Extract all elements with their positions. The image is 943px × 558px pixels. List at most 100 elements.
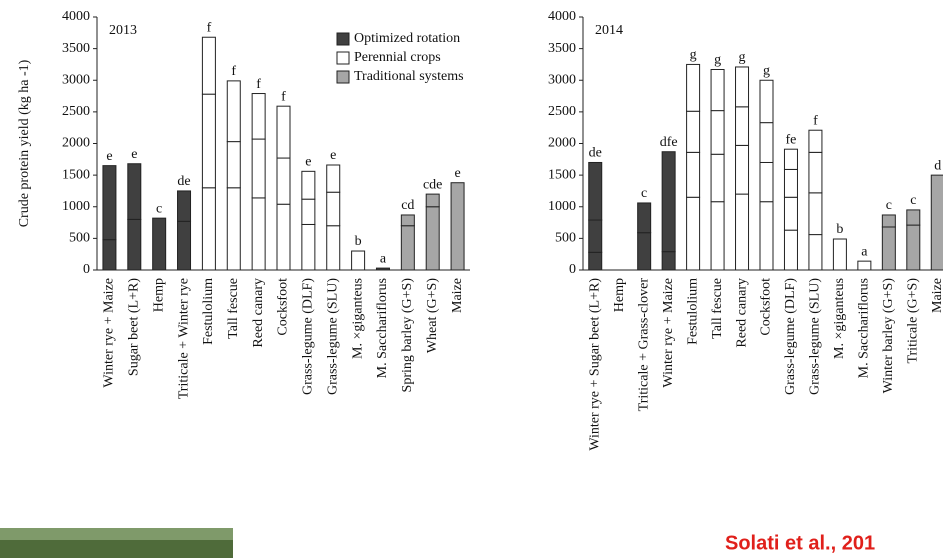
x-tick-label: Festulolium <box>201 278 216 345</box>
bar-segment <box>784 169 797 197</box>
significance-label: e <box>330 148 336 163</box>
y-tick-label: 1000 <box>62 199 90 214</box>
bar-segment <box>784 149 797 169</box>
significance-label: g <box>763 63 770 78</box>
x-tick-label: Tall fescue <box>710 278 725 339</box>
y-tick-label: 2500 <box>62 104 90 119</box>
significance-label: e <box>106 149 112 164</box>
bar-segment <box>178 221 191 270</box>
panel-title: 2013 <box>109 23 137 38</box>
y-tick-label: 2000 <box>62 136 90 151</box>
significance-label: cd <box>401 198 414 213</box>
significance-label: g <box>690 48 697 63</box>
significance-label: d <box>934 158 941 173</box>
bar-segment <box>809 193 822 235</box>
bar-segment <box>687 197 700 270</box>
bar-segment <box>662 152 675 252</box>
bar-segment <box>760 80 773 122</box>
bar-segment <box>638 233 651 270</box>
x-tick-label: Cocksfoot <box>276 278 291 336</box>
y-tick-label: 3000 <box>62 72 90 87</box>
significance-label: g <box>714 53 721 68</box>
bar-segment <box>103 240 116 270</box>
bar-segment <box>401 215 414 226</box>
photo <box>0 528 233 558</box>
y-tick-label: 1500 <box>548 167 576 182</box>
legend-label: Traditional systems <box>354 69 464 84</box>
bar-segment <box>327 192 340 226</box>
bar-segment <box>451 183 464 270</box>
bar-segment <box>736 145 749 194</box>
page: {"chart_data": [ {"type": "bar", "stacke… <box>0 0 943 558</box>
bar-segment <box>589 252 602 270</box>
bar-segment <box>784 197 797 230</box>
bar-segment <box>687 152 700 197</box>
x-tick-label: Hemp <box>151 278 166 312</box>
bar-segment <box>277 204 290 270</box>
significance-label: c <box>886 198 892 213</box>
y-tick-label: 3500 <box>548 41 576 56</box>
y-tick-label: 1000 <box>548 199 576 214</box>
y-tick-label: 500 <box>555 231 576 246</box>
legend-label: Optimized rotation <box>354 31 460 46</box>
bar-segment <box>103 166 116 240</box>
bar-segment <box>227 81 240 142</box>
y-tick-label: 2500 <box>548 104 576 119</box>
bar-segment <box>760 162 773 201</box>
panel-title: 2014 <box>595 23 623 38</box>
bar-segment <box>589 220 602 252</box>
significance-label: c <box>156 201 162 216</box>
y-tick-label: 0 <box>569 262 576 277</box>
bar-segment <box>352 251 365 270</box>
x-tick-label: M. Sacchariflorus <box>375 278 390 378</box>
bar-segment <box>426 207 439 270</box>
bar-segment <box>302 171 315 199</box>
x-tick-label: M. ×giganteus <box>350 278 365 359</box>
x-tick-label: Winter barley (G+S) <box>881 278 896 394</box>
significance-label: fe <box>786 132 797 147</box>
significance-label: b <box>355 234 362 249</box>
bar-segment <box>760 202 773 270</box>
x-tick-label: Grass-legume (DLF) <box>783 278 798 395</box>
x-tick-label: Reed canary <box>251 278 266 348</box>
bar-segment <box>687 111 700 152</box>
x-tick-label: Winter rye + Maize <box>102 278 117 388</box>
bar-segment <box>128 164 141 220</box>
bar-segment <box>327 165 340 192</box>
significance-label: b <box>836 222 843 237</box>
x-tick-label: Grass-legume (SLU) <box>325 278 340 395</box>
bar-segment <box>227 142 240 188</box>
x-tick-label: Tall fescue <box>226 278 241 339</box>
bar-segment <box>784 230 797 270</box>
bar-segment <box>711 154 724 201</box>
legend-swatch <box>337 33 349 45</box>
y-tick-label: 2000 <box>548 136 576 151</box>
bar-segment <box>809 235 822 270</box>
bar-segment <box>882 227 895 270</box>
bar-segment <box>662 252 675 270</box>
x-tick-label: Winter rye + Sugar beet (L+R) <box>587 278 602 451</box>
x-tick-label: Triticale + Grass-clover <box>636 278 651 412</box>
bar-segment <box>376 268 389 270</box>
chart: Solati et al., 201 0 500 1000 1500 2000 2500 3… <box>0 0 943 558</box>
bar-segment <box>302 199 315 224</box>
significance-label: f <box>256 77 261 92</box>
significance-label: e <box>131 147 137 162</box>
bar-segment <box>277 158 290 204</box>
y-axis-label: Crude protein yield (kg ha -1) <box>17 59 32 227</box>
significance-label: f <box>231 64 236 79</box>
bar-segment <box>711 202 724 270</box>
y-tick-label: 0 <box>83 262 90 277</box>
bar-segment <box>907 210 920 225</box>
bar-segment <box>252 139 265 198</box>
bar-segment <box>882 215 895 227</box>
bar-segment <box>907 225 920 270</box>
citation: Solati et al., 201 <box>725 532 875 554</box>
x-tick-label: M. ×giganteus <box>832 278 847 359</box>
bar-segment <box>426 194 439 207</box>
bar-segment <box>736 194 749 270</box>
x-tick-label: Cocksfoot <box>759 278 774 336</box>
significance-label: e <box>454 166 460 181</box>
bar-segment <box>202 188 215 270</box>
significance-label: e <box>305 155 311 170</box>
